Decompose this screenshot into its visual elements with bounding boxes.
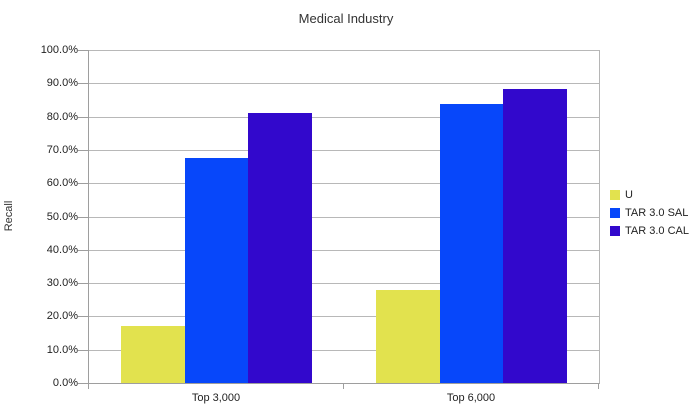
bar-tar-3-0-sal-1 bbox=[184, 158, 249, 383]
legend-swatch bbox=[610, 208, 620, 218]
gridline bbox=[89, 150, 599, 151]
y-tick-mark bbox=[78, 50, 88, 51]
bar-tar-3-0-sal-2 bbox=[439, 103, 504, 383]
y-tick-label: 10.0% bbox=[46, 344, 78, 356]
gridline bbox=[89, 316, 599, 317]
legend-label: U bbox=[625, 189, 633, 201]
gridline bbox=[89, 183, 599, 184]
chart-title: Medical Industry bbox=[298, 11, 394, 26]
y-tick-mark bbox=[78, 83, 88, 84]
bar-u-2 bbox=[376, 290, 440, 383]
y-tick-label: 80.0% bbox=[46, 111, 78, 123]
legend-item: TAR 3.0 SAL bbox=[610, 207, 689, 219]
bar-u-1 bbox=[121, 326, 185, 383]
gridline bbox=[89, 217, 599, 218]
bar-tar-3-0-cal-2 bbox=[503, 88, 567, 383]
y-tick-mark bbox=[78, 316, 88, 317]
gridline bbox=[89, 50, 599, 51]
y-tick-label: 70.0% bbox=[46, 144, 78, 156]
y-tick-mark bbox=[78, 117, 88, 118]
y-tick-mark bbox=[78, 383, 88, 384]
legend-label: TAR 3.0 SAL bbox=[625, 207, 689, 219]
legend-item: U bbox=[610, 189, 689, 201]
y-tick-label: 20.0% bbox=[46, 310, 78, 322]
y-tick-label: 50.0% bbox=[46, 211, 78, 223]
legend-swatch bbox=[610, 226, 620, 236]
gridline bbox=[89, 83, 599, 84]
y-tick-label: 90.0% bbox=[46, 77, 78, 89]
y-tick-mark bbox=[78, 183, 88, 184]
x-tick-mark bbox=[598, 383, 599, 389]
y-tick-mark bbox=[78, 350, 88, 351]
y-tick-mark bbox=[78, 150, 88, 151]
y-tick-label: 100.0% bbox=[40, 44, 78, 56]
y-tick-mark bbox=[78, 250, 88, 251]
y-tick-label: 0.0% bbox=[52, 377, 78, 389]
legend-item: TAR 3.0 CAL bbox=[610, 225, 689, 237]
y-tick-label: 40.0% bbox=[46, 244, 78, 256]
legend: U TAR 3.0 SAL TAR 3.0 CAL bbox=[610, 190, 689, 244]
legend-label: TAR 3.0 CAL bbox=[625, 225, 689, 237]
x-category-label: Top 6,000 bbox=[446, 392, 496, 404]
y-tick-label: 30.0% bbox=[46, 277, 78, 289]
gridline bbox=[89, 350, 599, 351]
y-tick-mark bbox=[78, 217, 88, 218]
plot-area bbox=[88, 50, 600, 384]
y-tick-label: 60.0% bbox=[46, 177, 78, 189]
bar-tar-3-0-cal-1 bbox=[248, 113, 312, 383]
x-tick-mark bbox=[343, 383, 344, 389]
gridline bbox=[89, 117, 599, 118]
y-axis-title: Recall bbox=[3, 200, 15, 232]
x-tick-mark bbox=[88, 383, 89, 389]
gridline bbox=[89, 283, 599, 284]
x-category-label: Top 3,000 bbox=[191, 392, 241, 404]
gridline bbox=[89, 250, 599, 251]
legend-swatch bbox=[610, 190, 620, 200]
y-tick-mark bbox=[78, 283, 88, 284]
